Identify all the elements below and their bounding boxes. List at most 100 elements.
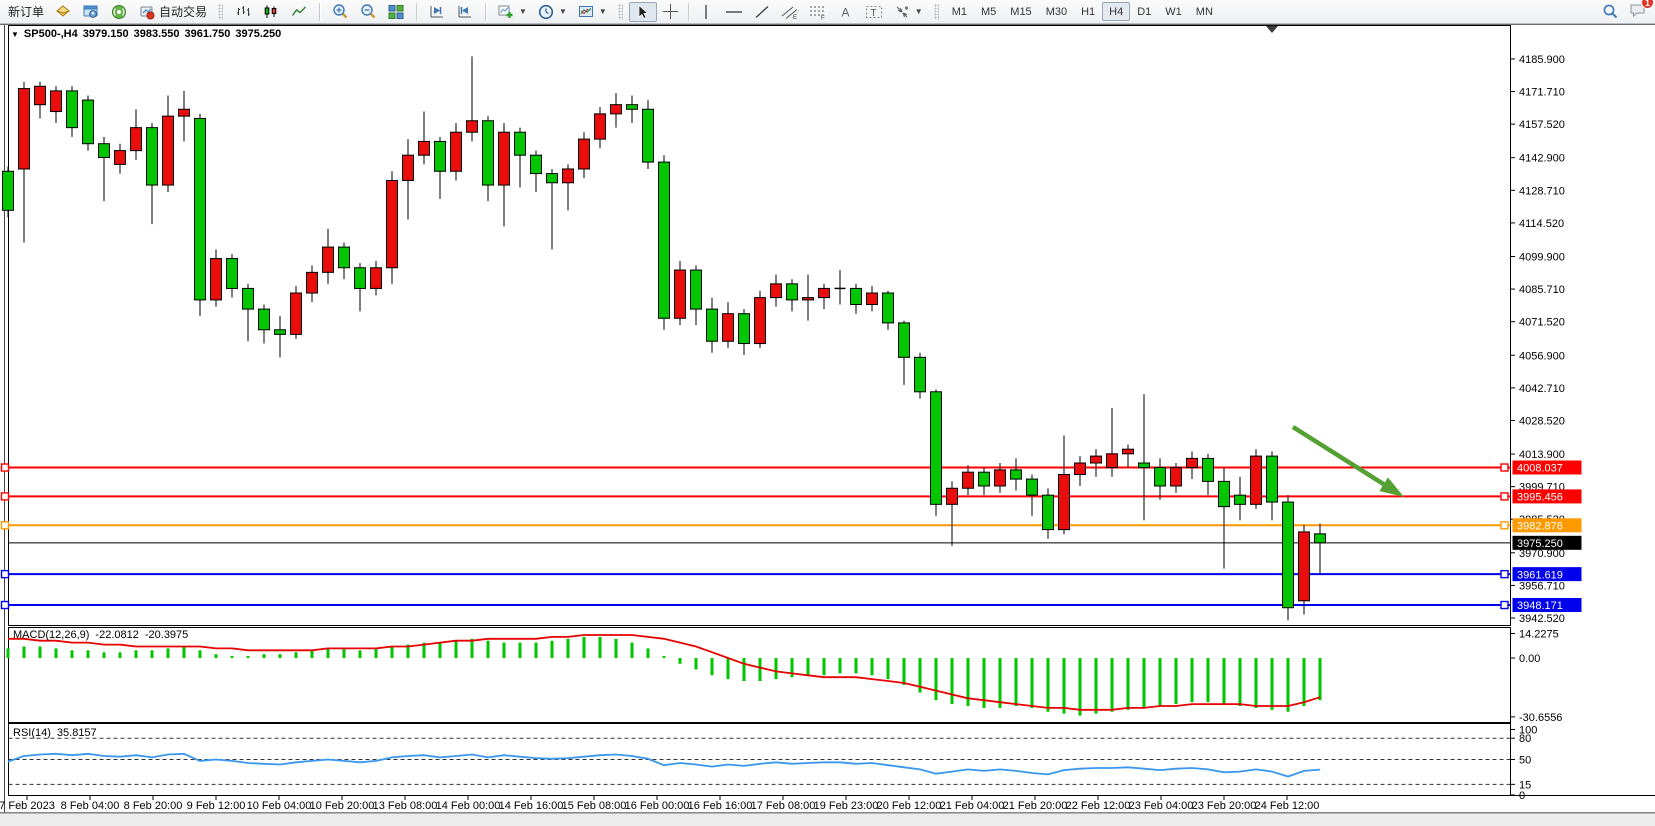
svg-text:21 Feb 04:00: 21 Feb 04:00 (940, 800, 1005, 812)
chart-menu-icon[interactable]: ▼ (11, 29, 19, 39)
timeframe-button-h4[interactable]: H4 (1102, 2, 1131, 21)
svg-text:4128.710: 4128.710 (1519, 185, 1565, 197)
svg-text:7 Feb 2023: 7 Feb 2023 (0, 800, 55, 812)
chart-shift-marker (1266, 26, 1278, 33)
price-tag-3975.250: 3975.250 (1512, 535, 1582, 550)
label-tool-button[interactable]: T (860, 2, 888, 22)
svg-text:3975.250: 3975.250 (1517, 538, 1563, 550)
notifications-button[interactable]: 1 (1629, 0, 1654, 22)
rsi-line (7, 752, 1321, 778)
zoom-in-button[interactable] (326, 2, 354, 22)
indicators-button[interactable]: ▼ (492, 2, 532, 22)
bar-chart-button[interactable] (229, 2, 257, 22)
auto-scroll-button[interactable] (423, 2, 451, 22)
svg-text:4013.900: 4013.900 (1519, 449, 1565, 461)
signals-button[interactable] (105, 2, 133, 22)
dropdown-caret-icon: ▼ (598, 7, 607, 16)
window-bottom-strip (0, 813, 1655, 826)
macd-indicator-label: MACD(12,26,9) -22.0812 -20.3975 (13, 629, 188, 641)
horizontal-line-tool-button[interactable] (720, 2, 748, 22)
chart-symbol-period: SP500-,H4 (23, 28, 78, 40)
timeframe-button-m5[interactable]: M5 (981, 5, 997, 18)
timeframe-button-h1[interactable]: H1 (1081, 5, 1096, 18)
chart-shift-button[interactable] (451, 2, 479, 22)
price-tag-3982.876: 3982.876 (1512, 518, 1582, 533)
svg-text:4071.520: 4071.520 (1519, 317, 1565, 329)
tile-windows-button[interactable] (382, 2, 410, 22)
equidistant-channel-icon: E (781, 3, 799, 21)
toolbar-grip (218, 3, 224, 20)
svg-text:15 Feb 08:00: 15 Feb 08:00 (562, 800, 627, 812)
arrow-objects-icon (893, 3, 911, 21)
timeframe-button-m30[interactable]: M30 (1045, 5, 1068, 18)
arrows-tool-button[interactable]: ▼ (888, 2, 928, 22)
text-tool-button[interactable]: A (832, 2, 860, 22)
market-watch-button[interactable] (77, 2, 105, 22)
price-tag-3995.456: 3995.456 (1512, 489, 1582, 504)
svg-text:14.2275: 14.2275 (1519, 629, 1559, 641)
svg-text:17 Feb 08:00: 17 Feb 08:00 (751, 800, 816, 812)
channel-tool-button[interactable]: E (776, 2, 804, 22)
svg-text:80: 80 (1519, 733, 1531, 745)
toolbar-separator (687, 2, 689, 21)
trend-arrow-annotation[interactable] (1291, 425, 1404, 497)
rsi-panel (7, 737, 1511, 785)
zoom-out-button[interactable] (354, 2, 382, 22)
macd-panel (6, 634, 1322, 716)
line-chart-button[interactable] (285, 2, 313, 22)
svg-text:21 Feb 20:00: 21 Feb 20:00 (1003, 800, 1068, 812)
candlestick-chart-button[interactable] (257, 2, 285, 22)
svg-text:4171.710: 4171.710 (1519, 87, 1565, 99)
trendline-tool-button[interactable] (748, 2, 776, 22)
rsi-value: 35.8157 (56, 727, 97, 739)
templates-button[interactable]: ▼ (572, 2, 612, 22)
svg-text:3956.710: 3956.710 (1519, 580, 1565, 592)
svg-text:4114.520: 4114.520 (1519, 218, 1564, 230)
rsi-name: RSI(14) (13, 727, 51, 739)
horizontal-line-icon (725, 3, 743, 21)
svg-text:E: E (793, 15, 797, 20)
svg-text:4056.900: 4056.900 (1519, 350, 1565, 362)
dropdown-caret-icon: ▼ (558, 7, 567, 16)
timeframe-button-d1[interactable]: D1 (1137, 5, 1152, 18)
text-icon: A (837, 3, 855, 21)
bar-chart-icon (234, 3, 252, 21)
svg-text:4099.900: 4099.900 (1519, 251, 1565, 263)
cursor-icon (634, 3, 652, 21)
price-tag-4008.037: 4008.037 (1512, 460, 1582, 475)
vertical-line-tool-button[interactable] (692, 2, 720, 22)
crosshair-tool-button[interactable] (657, 2, 685, 22)
zoom-out-icon (359, 3, 377, 21)
new-chart-button[interactable] (49, 2, 77, 22)
new-order-button[interactable]: 新订单 (3, 2, 49, 22)
new-chart-icon (54, 3, 72, 21)
svg-text:-30.6556: -30.6556 (1519, 712, 1562, 724)
svg-text:13 Feb 08:00: 13 Feb 08:00 (373, 800, 438, 812)
vertical-line-icon (697, 3, 715, 21)
timeframe-button-m15[interactable]: M15 (1010, 5, 1032, 18)
periods-button[interactable]: ▼ (532, 2, 572, 22)
svg-text:9 Feb 12:00: 9 Feb 12:00 (187, 800, 246, 812)
svg-text:0: 0 (1519, 790, 1525, 802)
svg-text:F: F (821, 15, 825, 20)
timeframe-button-mn[interactable]: MN (1195, 5, 1213, 18)
toolbar-grip (933, 3, 939, 20)
trendline-icon (753, 3, 771, 21)
svg-text:23 Feb 04:00: 23 Feb 04:00 (1129, 800, 1194, 812)
timeframe-button-w1[interactable]: W1 (1165, 5, 1182, 18)
toolbar-separator (416, 2, 418, 21)
cursor-tool-button[interactable] (628, 1, 657, 22)
chart-high-value: 3983.550 (133, 28, 180, 40)
search-icon[interactable] (1601, 3, 1619, 21)
signal-icon (110, 3, 128, 21)
auto-trading-label: 自动交易 (159, 5, 208, 19)
timeframe-group: M1 M5 M15 M30 H1 H4 D1 W1 MN (942, 0, 1223, 24)
fibonacci-tool-button[interactable]: F (804, 2, 832, 22)
svg-text:22 Feb 12:00: 22 Feb 12:00 (1066, 800, 1131, 812)
svg-text:A: A (841, 5, 849, 19)
svg-text:4085.710: 4085.710 (1519, 284, 1565, 296)
auto-trading-button[interactable]: 自动交易 (133, 2, 212, 22)
timeframe-button-m1[interactable]: M1 (951, 5, 967, 18)
rsi-indicator-label: RSI(14) 35.8157 (13, 727, 97, 739)
